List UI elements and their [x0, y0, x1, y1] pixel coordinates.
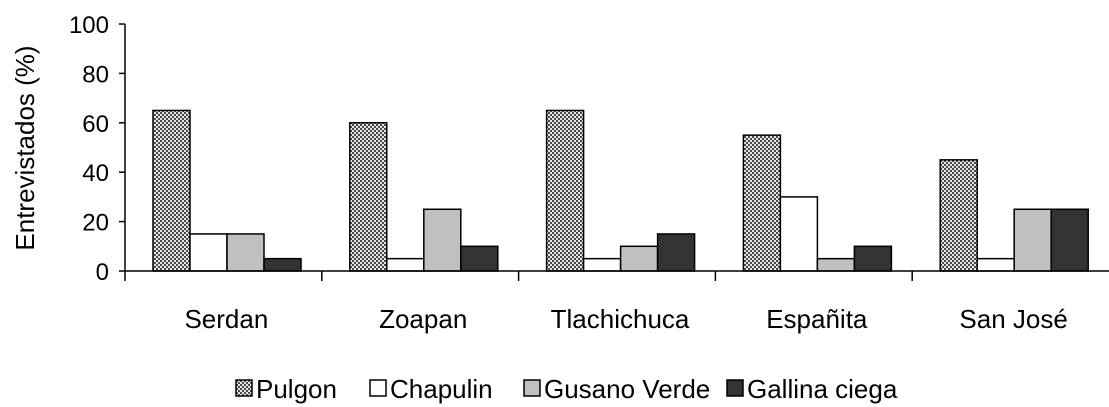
- y-tick-label: 100: [69, 12, 109, 39]
- legend-label-chapulin: Chapulin: [390, 374, 493, 404]
- y-tick-label: 40: [82, 160, 109, 187]
- y-tick-label: 20: [82, 210, 109, 237]
- x-category-label: Zoapan: [379, 304, 467, 334]
- y-tick-label: 80: [82, 61, 109, 88]
- bar-gusano-verde-san-jos: [1013, 208, 1052, 272]
- legend-swatch-gallina-ciega: [726, 379, 744, 397]
- legend: Pulgon Chapulin Gusano Verde Gallina ciega: [235, 374, 898, 404]
- y-tick-label: 0: [96, 259, 109, 286]
- x-category-label: Tlachichuca: [551, 304, 690, 334]
- bar-chapulin-zoapan: [386, 257, 425, 272]
- category-labels: Serdan Zoapan Tlachichuca Españita San José: [184, 304, 1067, 334]
- bar-gallina-ciega-serdan: [263, 257, 302, 272]
- legend-label-gallina-ciega: Gallina ciega: [747, 374, 898, 404]
- bar-gusano-verde-espa-ita: [816, 257, 856, 272]
- legend-label-pulgon: Pulgon: [256, 374, 337, 404]
- legend-label-gusano-verde: Gusano Verde: [544, 374, 710, 404]
- x-category-label: Serdan: [184, 304, 268, 334]
- y-tick-label: 60: [82, 111, 109, 138]
- bar-chapulin-espa-ita: [779, 196, 819, 272]
- bar-gusano-verde-tlachichuca: [619, 245, 659, 272]
- bar-pulgon-espa-ita: [742, 134, 782, 272]
- legend-swatch-gusano-verde: [523, 379, 541, 397]
- y-axis-ticks: 0 20 40 60 80 100: [69, 12, 125, 286]
- bar-gallina-ciega-zoapan: [460, 245, 499, 272]
- bar-gusano-verde-zoapan: [423, 208, 462, 272]
- x-category-label: Españita: [766, 304, 868, 334]
- legend-swatch-chapulin: [369, 379, 387, 397]
- bar-chapulin-tlachichuca: [582, 257, 622, 272]
- bar-gallina-ciega-tlachichuca: [656, 233, 696, 272]
- bar-chapulin-serdan: [189, 233, 228, 272]
- bar-chapulin-san-jos: [976, 257, 1015, 272]
- legend-swatch-pulgon: [235, 379, 253, 397]
- x-category-label: San José: [959, 304, 1067, 334]
- bar-pulgon-serdan: [152, 109, 191, 272]
- bar-pulgon-tlachichuca: [545, 109, 585, 272]
- bar-gusano-verde-serdan: [226, 233, 265, 272]
- y-axis-title: Entrevistados (%): [10, 45, 40, 250]
- axes-group: [124, 24, 1109, 281]
- bars-group: [152, 109, 1089, 272]
- bar-pulgon-zoapan: [349, 122, 388, 272]
- bar-pulgon-san-jos: [939, 159, 978, 272]
- bar-gallina-ciega-san-jos: [1050, 208, 1089, 272]
- bar-gallina-ciega-espa-ita: [853, 245, 893, 272]
